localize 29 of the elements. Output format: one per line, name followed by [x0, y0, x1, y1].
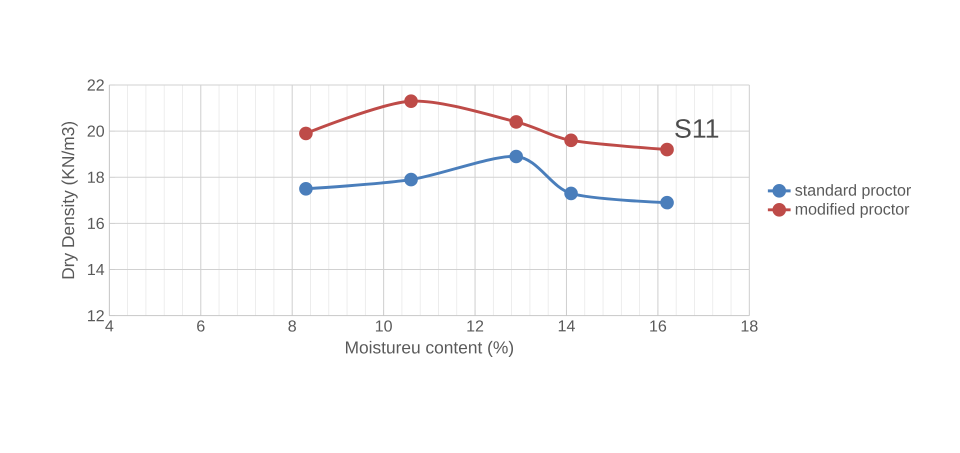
- x-tick-label: 6: [197, 320, 205, 332]
- x-tick-label: 10: [376, 320, 392, 332]
- point: [660, 142, 674, 156]
- y-tick-label: 14: [88, 264, 104, 276]
- y-tick-label: 16: [88, 218, 104, 230]
- point: [299, 126, 313, 140]
- y-tick-label: 22: [88, 79, 104, 91]
- point: [404, 172, 418, 186]
- x-tick-label: 16: [650, 320, 666, 332]
- legend-label: modified proctor: [796, 203, 910, 218]
- point: [564, 186, 578, 200]
- y-axis-title: Dry Density (KN/m3): [62, 122, 78, 278]
- point: [509, 150, 523, 164]
- x-tick-label: 4: [105, 320, 114, 332]
- x-tick-label: 12: [467, 320, 484, 332]
- point: [660, 196, 674, 210]
- y-tick-label: 12: [88, 310, 104, 322]
- y-tick-label: 18: [88, 172, 104, 183]
- text: S11: [675, 119, 718, 138]
- x-tick-label: 14: [558, 320, 575, 332]
- legend-label: standard proctor: [795, 184, 911, 199]
- y-tick-label: 20: [88, 125, 104, 137]
- x-axis-title: Moistureu content (%): [346, 340, 514, 358]
- x-tick-label: 18: [742, 320, 758, 332]
- point: [299, 182, 313, 196]
- point: [404, 94, 418, 108]
- x-tick-label: 8: [288, 320, 296, 332]
- point: [564, 134, 578, 148]
- point: [509, 115, 523, 129]
